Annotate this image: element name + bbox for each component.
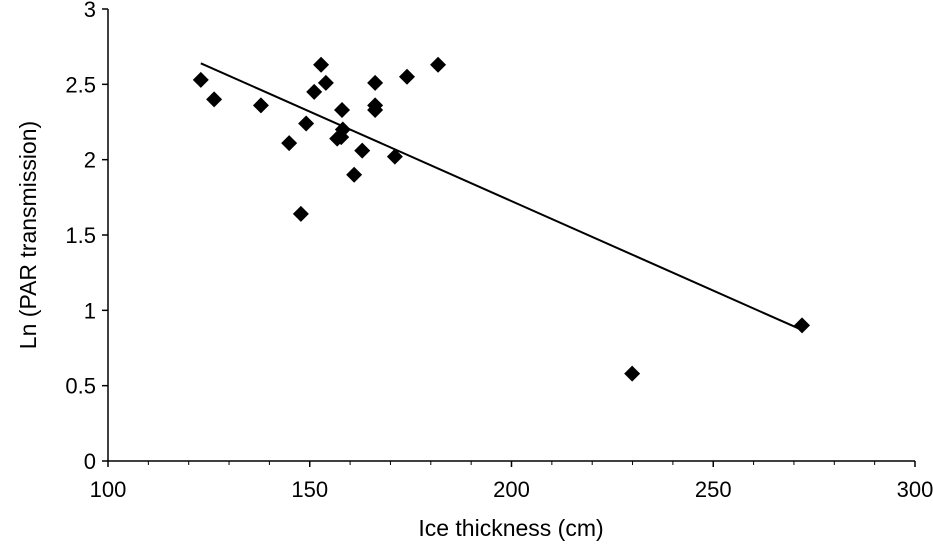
x-tick-label: 200 — [493, 477, 530, 502]
data-point — [317, 74, 334, 91]
x-axis-label: Ice thickness (cm) — [418, 515, 603, 541]
data-point — [333, 129, 350, 146]
data-point — [346, 166, 363, 183]
data-point — [430, 56, 447, 73]
x-tick-label: 150 — [291, 477, 328, 502]
x-tick-label: 250 — [695, 477, 732, 502]
y-tick-label: 1.5 — [65, 223, 96, 248]
data-points — [192, 56, 811, 382]
data-point — [398, 68, 415, 85]
data-point — [206, 91, 223, 108]
data-point — [354, 142, 371, 159]
x-tick-label: 300 — [897, 477, 933, 502]
data-point — [794, 317, 811, 334]
data-point — [367, 101, 384, 118]
data-point — [386, 148, 403, 165]
data-point — [292, 205, 309, 222]
x-tick-label: 100 — [90, 477, 127, 502]
y-tick-label: 3 — [84, 0, 96, 22]
y-tick-label: 0 — [84, 449, 96, 474]
data-point — [252, 97, 269, 114]
data-point — [313, 56, 330, 73]
tick-labels: 0 0.5 1 1.5 2 2.5 3 100 150 200 250 300 — [65, 0, 933, 502]
data-point — [624, 365, 641, 382]
data-point — [306, 83, 323, 100]
y-tick-label: 2.5 — [65, 72, 96, 97]
y-tick-label: 2 — [84, 148, 96, 173]
y-tick-label: 0.5 — [65, 374, 96, 399]
data-point — [334, 101, 351, 118]
trendline — [200, 62, 803, 331]
data-point — [281, 135, 298, 152]
data-point — [298, 115, 315, 132]
y-axis-label: Ln (PAR transmission) — [15, 121, 41, 349]
axes — [102, 8, 916, 467]
y-tick-label: 1 — [84, 298, 96, 323]
data-point — [192, 71, 209, 88]
data-point — [367, 74, 384, 91]
